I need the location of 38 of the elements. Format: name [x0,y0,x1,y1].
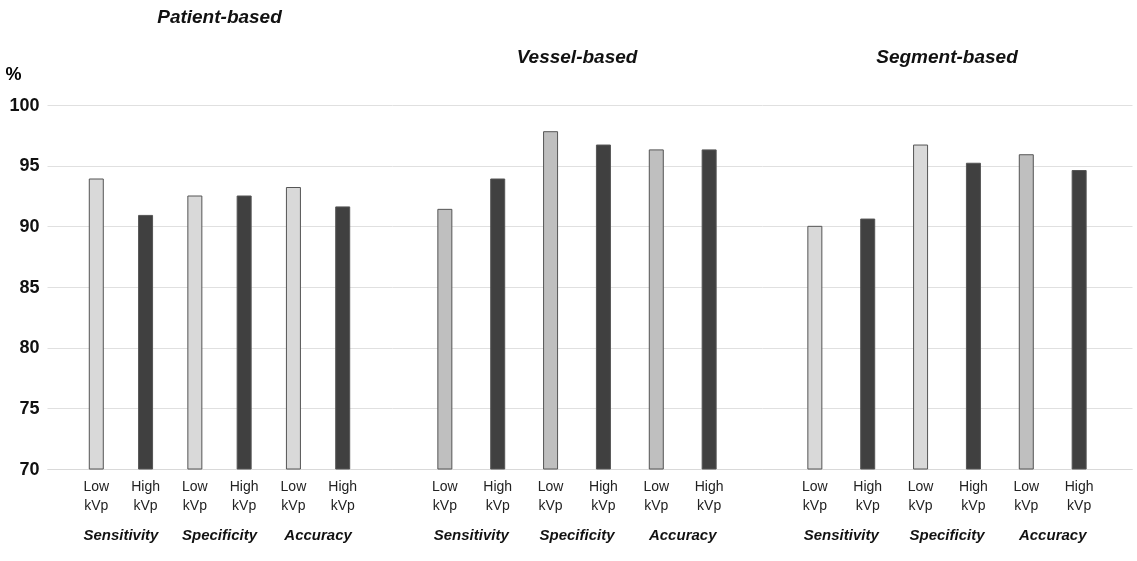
x-tick-label: High kVp [229,477,259,513]
chart-title: Vessel-based [516,46,638,67]
text: Accuracy [283,526,353,543]
x-tick-label: Low kVp [907,477,935,513]
y-tick-label: 70 [19,458,40,479]
x-tick-label: High kVp [959,477,988,513]
x-tick-label: Low kVp [280,477,308,513]
text: Sensitivity [83,526,160,543]
y-tick-label: 100 [9,94,40,115]
x-tick-label: Low kVp [643,477,671,513]
x-tick-label: High kVp [1064,477,1094,513]
y-tick-label: 95 [19,155,40,176]
text: Accuracy [1017,526,1088,543]
text: Specificity [181,526,258,543]
text: Specificity [909,526,986,543]
y-tick-label: 80 [19,337,40,358]
x-tick-label: Low kVp [432,477,459,513]
x-tick-label: Low kVp [182,477,209,513]
y-tick-label: 75 [19,397,40,418]
x-tick-label: High kVp [483,477,513,513]
x-tick-label: Low kVp [802,477,829,513]
x-tick-label: High kVp [853,477,883,513]
x-tick-label: Low kVp [1013,477,1041,513]
chart-title: Patient-based [157,6,283,27]
y-axis-title: % [5,63,22,84]
y-tick-label: 85 [19,276,40,297]
x-tick-label: High kVp [328,477,358,513]
y-tick-label: 90 [19,215,40,236]
text: Accuracy [647,526,718,543]
x-tick-label: Low kVp [83,477,111,513]
x-tick-label: Low kVp [537,477,565,513]
x-tick-label: High kVp [131,477,160,513]
text: Sensitivity [803,526,880,543]
x-tick-label: High kVp [694,477,724,513]
text: Specificity [539,526,616,543]
chart-title: Segment-based [876,46,1019,67]
x-tick-label: High kVp [589,477,618,513]
text: Sensitivity [433,526,510,543]
